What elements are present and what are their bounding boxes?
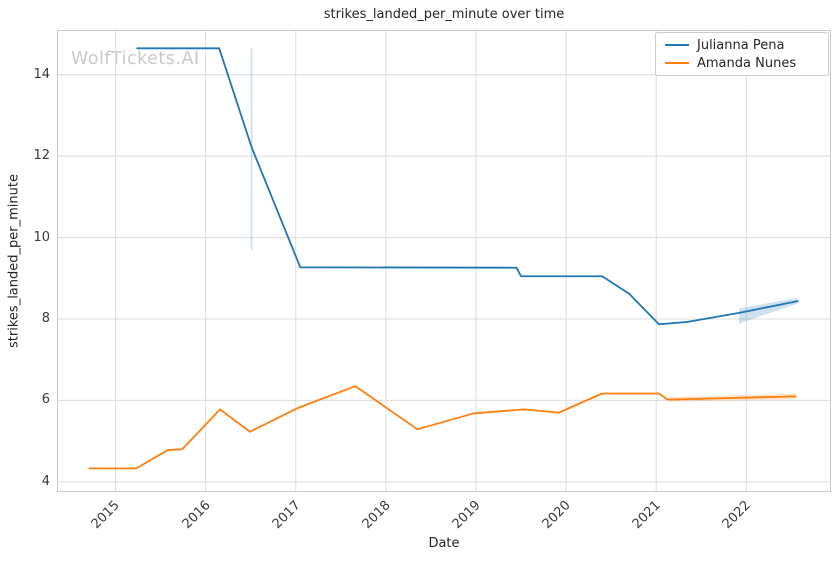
x-tick-label: 2022: [719, 498, 754, 533]
y-tick-label: 10: [33, 229, 50, 245]
y-tick-label: 12: [33, 148, 50, 164]
x-axis-label: Date: [428, 536, 460, 551]
legend-label: Amanda Nunes: [697, 55, 797, 71]
y-tick-label: 6: [41, 392, 50, 408]
x-tick-label: 2018: [359, 498, 394, 533]
plot-area: [57, 30, 831, 492]
watermark: WolfTickets.AI: [71, 49, 200, 69]
axes-spines: [57, 30, 831, 492]
x-tick-label: 2015: [89, 498, 124, 533]
x-tick-label: 2020: [539, 498, 574, 533]
x-tick-label: 2016: [179, 498, 214, 533]
legend-line-swatch: [665, 44, 689, 46]
x-tick-label: 2021: [629, 498, 664, 533]
legend: Julianna Pena Amanda Nunes: [655, 32, 829, 76]
legend-line-swatch: [665, 62, 689, 64]
y-tick-label: 14: [33, 66, 50, 82]
legend-item-amanda-nunes: Amanda Nunes: [665, 54, 819, 72]
y-tick-label: 8: [41, 311, 50, 326]
legend-label: Julianna Pena: [697, 37, 785, 53]
y-tick-label: 4: [41, 473, 50, 489]
legend-item-julianna-pena: Julianna Pena: [665, 36, 819, 54]
chart-title: strikes_landed_per_minute over time: [323, 7, 565, 22]
series-line-amanda-nunes: [88, 385, 797, 470]
x-tick-label: 2019: [449, 498, 484, 533]
series-line-julianna-pena: [136, 47, 799, 326]
x-tick-label: 2017: [269, 498, 304, 533]
